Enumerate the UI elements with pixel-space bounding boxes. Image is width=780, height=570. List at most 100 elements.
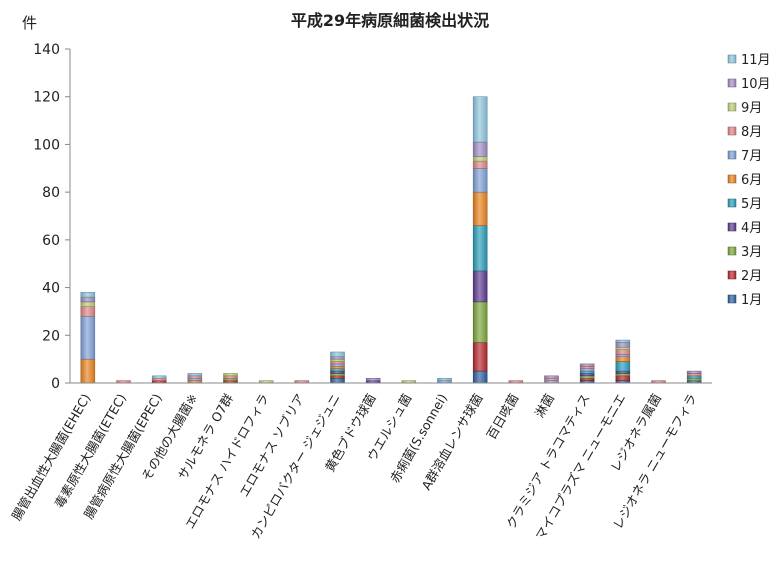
bar-segment: [615, 354, 631, 358]
bar-segment: [330, 356, 345, 360]
legend-swatch: [727, 270, 737, 280]
legend-swatch: [727, 150, 737, 160]
legend-label: 11月: [741, 53, 771, 68]
bar-segment: [80, 296, 96, 303]
chart-title: 平成29年病原細菌検出状況: [291, 11, 489, 30]
x-axis-category-labels: 腸管出血性大腸菌(EHEC)毒素原性大腸菌(ETEC)腸管病原性大腸菌(EPEC…: [9, 391, 700, 543]
y-axis-unit-label: 件: [22, 14, 37, 32]
legend-swatch: [727, 246, 737, 256]
legend-label: 5月: [741, 197, 762, 212]
bar-segment: [330, 373, 345, 377]
y-tick-label: 140: [33, 42, 60, 58]
x-category-label: 淋菌: [532, 391, 557, 420]
bar-segment: [615, 346, 631, 350]
bar-segment: [472, 342, 488, 372]
bar-segment: [80, 358, 96, 384]
legend: 11月 10月 9月 8月 7月 6月 5月 4月 3月 2月 1月: [727, 53, 771, 308]
bar-segment: [330, 361, 345, 365]
bar-segment: [615, 339, 631, 343]
y-axis-ticks: 0 20 40 60 80 100 120 140: [33, 42, 70, 392]
legend-label: 8月: [741, 125, 762, 140]
bar-segment: [472, 96, 488, 143]
bar-segment: [472, 370, 488, 384]
legend-swatch: [727, 222, 737, 232]
bar-segment: [80, 292, 96, 298]
bar-segment: [151, 375, 167, 379]
bar-segment: [472, 191, 488, 226]
legend-swatch: [727, 54, 737, 64]
bar-segment: [615, 370, 631, 374]
bar-segment: [686, 377, 702, 381]
bar-segment: [579, 375, 595, 379]
legend-label: 10月: [741, 77, 771, 92]
bar-segment: [472, 156, 488, 162]
bar-segment: [579, 368, 595, 372]
axes: [69, 49, 712, 384]
y-tick-label: 0: [51, 376, 60, 392]
legend-swatch: [727, 78, 737, 88]
legend-label: 2月: [741, 269, 762, 284]
bar-segment: [80, 315, 96, 360]
bar-segment: [579, 363, 595, 367]
bar-segment: [615, 361, 631, 372]
y-tick-label: 60: [42, 233, 60, 249]
legend-label: 7月: [741, 149, 762, 164]
bar-segment: [365, 377, 381, 381]
bar-segment: [615, 342, 631, 348]
bar-segment: [615, 373, 631, 377]
bar-segment: [187, 375, 203, 379]
bar-segment: [686, 370, 702, 374]
legend-label: 9月: [741, 101, 762, 116]
bar-segment: [579, 373, 595, 377]
bar-segments: [80, 96, 702, 384]
bar-segment: [472, 141, 488, 157]
bar-segment: [579, 366, 595, 369]
legend-label: 6月: [741, 173, 762, 188]
x-category-label: 百日咳菌: [483, 391, 521, 442]
bar-segment: [437, 377, 452, 381]
bar-segment: [544, 377, 559, 381]
legend-label: 3月: [741, 245, 762, 260]
bar-segment: [223, 375, 238, 379]
bar-segment: [544, 375, 559, 379]
legend-label: 1月: [741, 293, 762, 308]
bar-segment: [686, 375, 702, 379]
bar-segment: [330, 370, 345, 374]
legend-swatch: [727, 126, 737, 136]
bar-segment: [151, 377, 167, 381]
legend-swatch: [727, 102, 737, 112]
bar-segment: [472, 160, 488, 169]
bar-segment: [579, 370, 595, 374]
bar-segment: [223, 373, 238, 377]
bar-segment: [615, 375, 631, 381]
bar-segment: [330, 351, 345, 358]
bar-segment: [330, 375, 345, 379]
bar-segment: [80, 306, 96, 317]
bar-segment: [579, 377, 595, 381]
y-tick-label: 120: [33, 90, 60, 106]
legend-swatch: [727, 174, 737, 184]
legend-swatch: [727, 294, 737, 304]
bar-segment: [330, 366, 345, 369]
legend-label: 4月: [741, 221, 762, 236]
y-tick-label: 20: [42, 328, 60, 344]
bar-segment: [615, 349, 631, 355]
y-tick-label: 40: [42, 281, 60, 297]
bar-segment: [686, 373, 702, 377]
bar-segment: [330, 358, 345, 362]
y-tick-label: 100: [33, 137, 60, 153]
bar-segment: [330, 363, 345, 367]
bar-segment: [472, 301, 488, 343]
bar-segment: [472, 270, 488, 303]
bar-segment: [223, 377, 238, 381]
bar-segment: [330, 368, 345, 372]
bar-segment: [472, 168, 488, 193]
bar-segment: [615, 356, 631, 362]
y-tick-label: 80: [42, 185, 60, 201]
legend-swatch: [727, 198, 737, 208]
bar-segment: [472, 225, 488, 272]
bar-segment: [187, 377, 203, 381]
bar-segment: [187, 373, 203, 377]
